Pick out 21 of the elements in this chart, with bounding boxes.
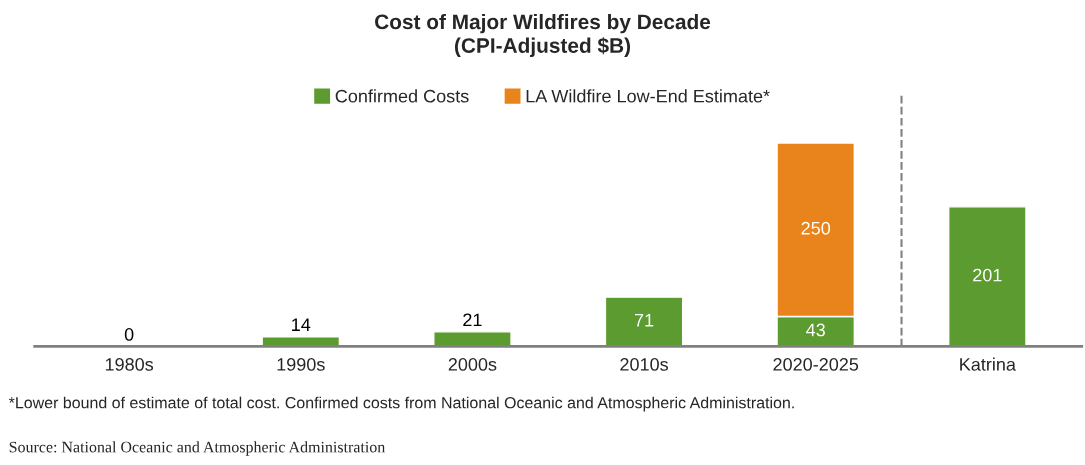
bar xyxy=(604,296,684,347)
data-label: 0 xyxy=(124,328,134,341)
bar xyxy=(433,331,512,347)
legend-label: LA Wildfire Low-End Estimate* xyxy=(526,89,770,103)
chart-title: Cost of Major Wildfires by Decade (CPI-Adjusted $B) xyxy=(375,13,711,58)
data-label: 43 xyxy=(806,323,825,337)
x-tick-label: 2010s xyxy=(620,358,668,371)
bar xyxy=(948,206,1027,347)
data-label: 21 xyxy=(463,313,482,327)
x-tick-label: Katrina xyxy=(960,357,1016,371)
x-tick-label: 1980s xyxy=(105,358,154,371)
source-note: Source: National Oceanic and Atmospheric Administration xyxy=(9,441,386,456)
x-tick-label: 2000s xyxy=(448,358,497,371)
text: *Lower bound of estimate of total cost. Confirmed costs from National Oceanic and Atmospheric Administration. xyxy=(8,396,794,412)
x-tick-label: 1990s xyxy=(277,358,325,371)
data-label: 201 xyxy=(973,268,1002,282)
data-label: 14 xyxy=(292,318,311,331)
data-label: 250 xyxy=(801,221,831,235)
legend-label: Confirmed Costs xyxy=(335,89,469,103)
x-tick-label: 2020-2025 xyxy=(773,358,859,371)
data-label: 71 xyxy=(634,314,654,327)
